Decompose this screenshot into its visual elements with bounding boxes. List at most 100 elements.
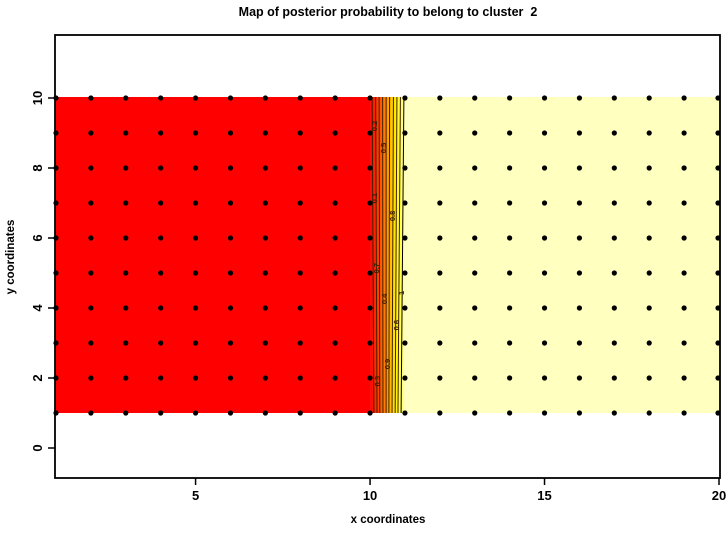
data-point	[576, 410, 583, 416]
data-point	[472, 270, 478, 276]
data-point	[158, 130, 164, 136]
data-point	[123, 340, 129, 346]
data-point	[123, 200, 129, 206]
data-point	[158, 375, 164, 381]
data-point	[437, 130, 443, 136]
data-point	[402, 130, 408, 136]
data-point	[332, 305, 338, 311]
data-point	[123, 375, 129, 381]
x-axis-title: x coordinates	[351, 514, 426, 526]
data-point	[472, 165, 478, 171]
data-point	[158, 235, 164, 241]
data-point	[437, 270, 443, 276]
y-tick-label: 0	[30, 444, 45, 451]
data-point	[541, 305, 548, 311]
data-point	[611, 270, 617, 276]
data-point	[262, 165, 268, 171]
contour-line-1	[400, 96, 405, 414]
data-point	[541, 375, 548, 381]
data-point	[227, 305, 234, 311]
data-point	[297, 410, 303, 416]
data-point	[611, 340, 617, 346]
data-point	[576, 270, 583, 276]
data-point	[88, 270, 94, 276]
data-point	[507, 200, 513, 206]
data-point	[402, 270, 408, 276]
data-point	[227, 235, 234, 241]
y-tick-label: 4	[30, 304, 45, 312]
data-point	[332, 130, 338, 136]
contour-label-0.6: 0.6	[392, 320, 401, 330]
data-point	[332, 410, 338, 416]
data-point	[681, 95, 687, 101]
low-probability-region	[55, 97, 371, 413]
data-point	[367, 235, 373, 241]
data-point	[402, 375, 408, 381]
data-point	[158, 270, 164, 276]
contour-label-0.4: 0.4	[380, 293, 389, 304]
data-point	[88, 375, 94, 381]
data-point	[227, 270, 234, 276]
data-point	[507, 375, 513, 381]
data-point	[437, 340, 443, 346]
data-point	[227, 130, 234, 136]
data-point	[262, 410, 268, 416]
data-point	[681, 305, 687, 311]
data-point	[88, 340, 94, 346]
data-point	[297, 270, 303, 276]
data-point	[576, 235, 583, 241]
data-point	[646, 410, 652, 416]
x-tick-label: 20	[712, 488, 726, 503]
contour-label-0.5: 0.5	[379, 143, 388, 153]
data-point	[402, 95, 408, 101]
data-point	[472, 200, 478, 206]
data-point	[88, 305, 94, 311]
data-point	[507, 270, 513, 276]
data-point	[297, 165, 303, 171]
data-point	[227, 340, 234, 346]
data-point	[192, 305, 199, 311]
data-point	[611, 410, 617, 416]
data-point	[402, 235, 408, 241]
data-point	[262, 340, 268, 346]
data-point	[297, 200, 303, 206]
data-point	[297, 305, 303, 311]
data-point	[192, 130, 199, 136]
data-point	[507, 130, 513, 136]
data-point	[472, 410, 478, 416]
data-point	[192, 95, 199, 101]
data-point	[367, 340, 373, 346]
data-point	[681, 375, 687, 381]
data-point	[681, 165, 687, 171]
data-point	[123, 305, 129, 311]
data-point	[227, 95, 234, 101]
data-point	[262, 270, 268, 276]
data-point	[88, 410, 94, 416]
data-point	[192, 200, 199, 206]
data-point	[123, 270, 129, 276]
data-point	[541, 235, 548, 241]
data-point	[541, 200, 548, 206]
data-point	[88, 165, 94, 171]
data-point	[681, 235, 687, 241]
data-point	[332, 270, 338, 276]
data-point	[367, 200, 373, 206]
data-point	[507, 95, 513, 101]
contour-line-0.1	[371, 96, 375, 414]
data-point	[437, 375, 443, 381]
data-point	[576, 305, 583, 311]
data-point	[437, 95, 443, 101]
data-point	[192, 340, 199, 346]
data-point	[158, 95, 164, 101]
data-point	[332, 375, 338, 381]
contour-line-0.7	[391, 96, 394, 414]
data-point	[227, 375, 234, 381]
data-point	[576, 165, 583, 171]
data-point	[262, 305, 268, 311]
data-point	[332, 340, 338, 346]
data-point	[262, 235, 268, 241]
data-point	[541, 165, 548, 171]
data-point	[646, 200, 652, 206]
data-point	[88, 200, 94, 206]
